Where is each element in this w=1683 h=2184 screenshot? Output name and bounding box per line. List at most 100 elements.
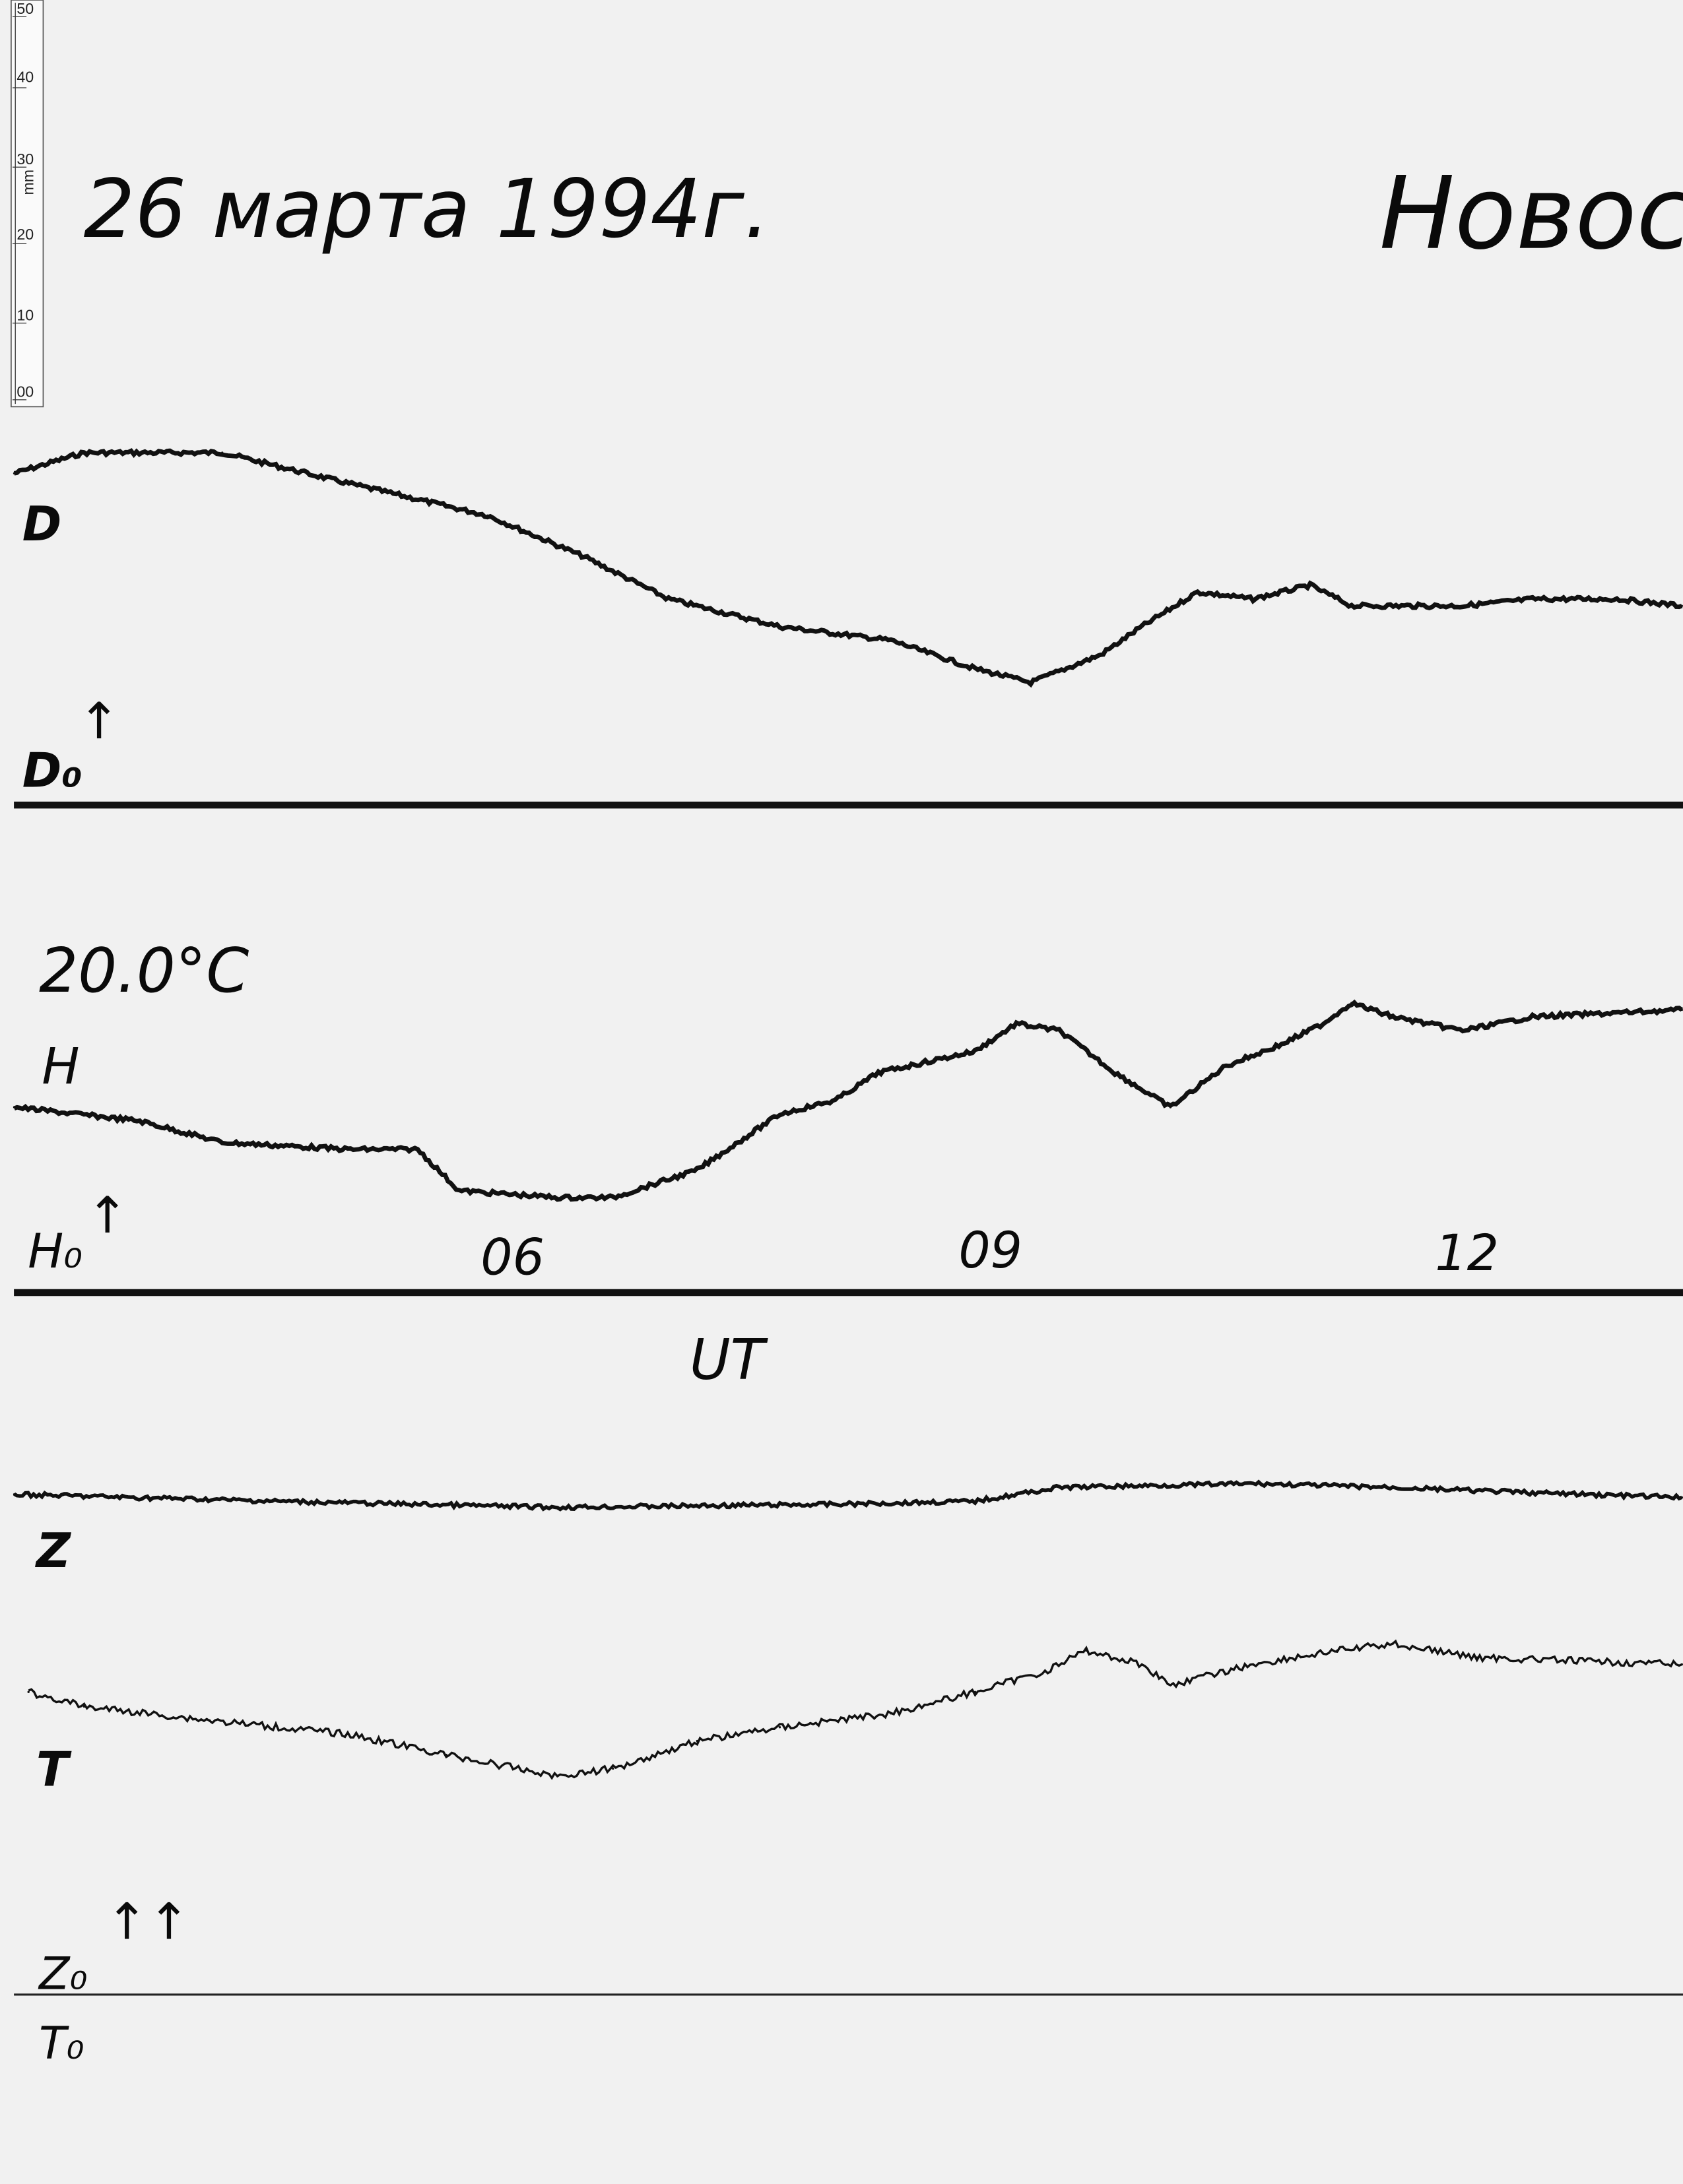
point-d (1680, 604, 1683, 607)
point-h (1169, 1106, 1172, 1108)
point-d (82, 451, 86, 454)
point-h (416, 1148, 419, 1151)
point-h (1391, 1015, 1395, 1018)
point-h (1224, 1064, 1228, 1068)
point-z (974, 1500, 977, 1502)
temperature-label: 20.0°C (39, 935, 249, 1006)
point-h (834, 1099, 837, 1102)
point-t (27, 1690, 30, 1693)
point-h (612, 1196, 614, 1199)
point-d (778, 625, 781, 628)
point-h (556, 1196, 559, 1199)
point-d (1350, 604, 1353, 607)
trace-z (13, 1479, 1683, 1512)
h-arrow-icon: ↑ (86, 1186, 129, 1244)
point-t (1476, 1656, 1478, 1659)
trace-d (13, 448, 1683, 688)
point-t (778, 1726, 781, 1729)
point-h (1280, 1043, 1283, 1046)
point-h (696, 1169, 698, 1171)
point-t (612, 1767, 614, 1770)
recording-date: 26 марта 1994г. (84, 162, 770, 256)
d-arrow-icon: ↑ (78, 691, 120, 750)
ruler-tick-20: 20 (16, 226, 34, 243)
xtick-12: 12 (1435, 1223, 1499, 1282)
point-d (1615, 598, 1618, 600)
label-z: Z (35, 1523, 72, 1578)
ruler-tick-10: 10 (16, 307, 34, 324)
point-t (1680, 1663, 1683, 1666)
point-z (1531, 1491, 1534, 1494)
point-z (1058, 1486, 1061, 1489)
traces (13, 448, 1683, 1780)
point-t (1043, 1670, 1047, 1673)
point-d (1251, 598, 1255, 600)
point-h (876, 1072, 880, 1074)
label-d0: D₀ (22, 743, 82, 798)
point-d (1461, 604, 1464, 607)
point-t (1251, 1663, 1255, 1666)
point-h (13, 1106, 16, 1108)
point-t (696, 1739, 698, 1743)
point-d (1099, 653, 1102, 657)
point-t (445, 1753, 447, 1756)
point-h (1321, 1022, 1325, 1025)
label-t: T (36, 1741, 72, 1797)
trace-t (28, 1639, 1682, 1780)
point-t (974, 1690, 977, 1693)
point-h (1015, 1022, 1018, 1025)
point-z (277, 1500, 279, 1502)
point-z (556, 1506, 559, 1509)
point-d (1140, 625, 1143, 628)
point-h (138, 1120, 141, 1122)
point-t (1391, 1642, 1395, 1645)
point-z (1391, 1486, 1395, 1489)
point-d (974, 667, 977, 670)
point-d (1531, 598, 1534, 600)
point-t (82, 1705, 86, 1708)
point-d (1196, 591, 1199, 594)
label-h0: H₀ (28, 1223, 82, 1279)
point-z (834, 1503, 837, 1506)
label-z0: Z₀ (38, 1947, 87, 1999)
ruler-tick-40: 40 (16, 69, 34, 86)
point-d (333, 479, 337, 482)
ruler-tick-50: 50 (16, 0, 34, 17)
mm-ruler: 50 40 30 mm 20 10 00 (11, 0, 44, 408)
label-d: D (22, 496, 62, 552)
point-h (1058, 1029, 1061, 1032)
point-h (457, 1189, 461, 1192)
point-h (221, 1141, 224, 1144)
point-h (1350, 1002, 1353, 1004)
point-t (1085, 1649, 1088, 1652)
point-t (1169, 1684, 1172, 1686)
point-t (556, 1775, 559, 1778)
point-t (208, 1719, 211, 1721)
point-h (974, 1050, 977, 1052)
point-z (13, 1493, 16, 1496)
point-h (1461, 1029, 1464, 1032)
point-d (1029, 681, 1032, 684)
point-t (1140, 1663, 1143, 1666)
point-z (1680, 1496, 1683, 1499)
ruler-tick-30: 30 (16, 150, 34, 168)
point-t (346, 1733, 349, 1735)
ruler-unit: mm (20, 170, 37, 195)
xtick-09: 09 (958, 1221, 1022, 1279)
point-d (667, 598, 670, 600)
point-d (13, 472, 16, 475)
zt-arrows-icon: ↑↑ (106, 1892, 189, 1950)
station-name: Новос (1379, 155, 1683, 272)
point-d (221, 451, 224, 454)
point-d (486, 514, 489, 517)
time-axis-label: UT (690, 1328, 769, 1392)
point-h (346, 1148, 349, 1151)
xtick-06: 06 (480, 1228, 544, 1287)
ruler-tick-00: 00 (16, 383, 34, 401)
trace-h (13, 999, 1683, 1202)
point-h (1531, 1015, 1534, 1018)
point-h (1680, 1008, 1683, 1012)
label-h: H (42, 1037, 79, 1095)
point-d (583, 556, 586, 558)
